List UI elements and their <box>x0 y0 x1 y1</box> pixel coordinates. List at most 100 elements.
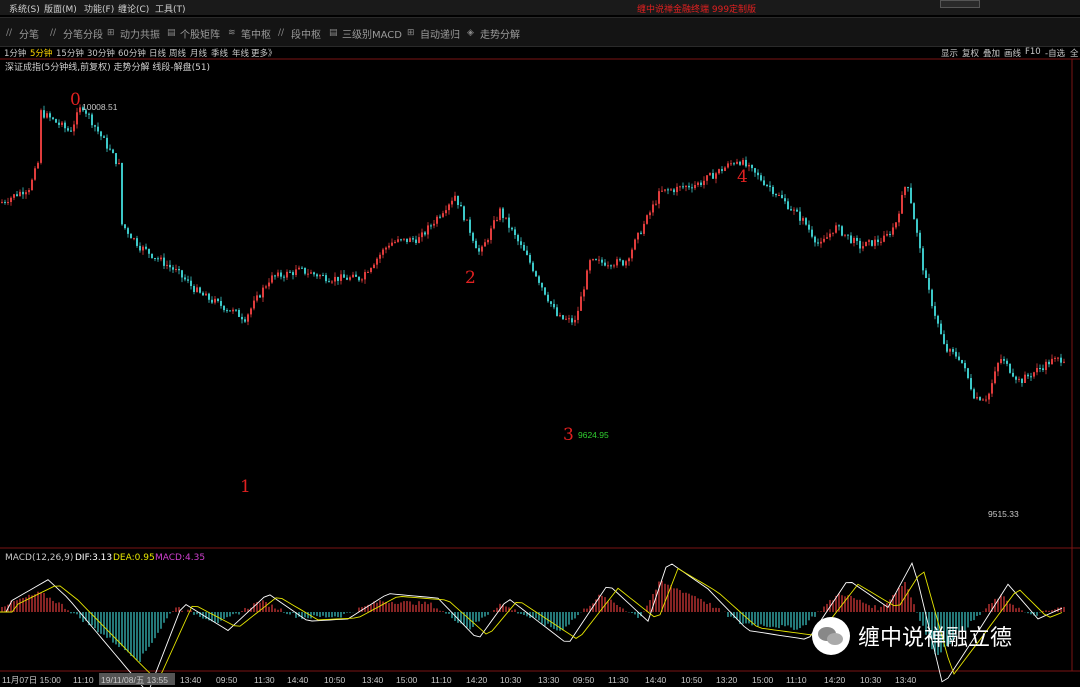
candle-body <box>67 128 69 131</box>
window-controls[interactable] <box>940 0 980 8</box>
candle-body <box>301 267 303 269</box>
tab-yearly[interactable]: 年线 <box>232 49 250 59</box>
candle-body <box>382 249 384 255</box>
candle-body <box>1000 359 1002 363</box>
candle-body <box>193 286 195 292</box>
btn-full[interactable]: 全 <box>1070 49 1079 59</box>
candle-body <box>187 279 189 281</box>
candle-body <box>865 241 867 247</box>
candle-body <box>415 239 417 243</box>
btn-f10[interactable]: F10 <box>1025 47 1041 57</box>
candle-body <box>424 232 426 235</box>
candle-body <box>472 232 474 241</box>
candle-body <box>646 215 648 224</box>
x-tick-label: 09:50 <box>216 675 238 685</box>
candle-body <box>340 274 342 281</box>
candle-body <box>460 205 462 207</box>
candle-body <box>640 232 642 234</box>
candle-body <box>274 275 276 277</box>
tab-1min[interactable]: 1分钟 <box>4 49 27 59</box>
candle-body <box>541 282 543 288</box>
candle-body <box>1054 357 1056 359</box>
wave-label-1: 1 <box>240 477 251 497</box>
candle-body <box>538 276 540 283</box>
btn-overlay[interactable]: 叠加 <box>983 49 1001 59</box>
toolbar-dongli-button[interactable]: ⊞ 动力共振 <box>107 26 160 42</box>
candle-body <box>808 224 810 230</box>
candle-body <box>583 289 585 297</box>
grid-icon: ⊞ <box>107 28 115 38</box>
menu-system[interactable]: 系统(S) <box>9 5 40 15</box>
tab-15min[interactable]: 15分钟 <box>56 49 84 59</box>
toolbar-matrix-button[interactable]: ▤ 个股矩阵 <box>167 26 220 42</box>
candle-body <box>931 289 933 307</box>
candle-body <box>226 310 228 312</box>
candle-body <box>571 318 573 323</box>
candle-body <box>877 239 879 243</box>
toolbar-recursion-button[interactable]: ⊞ 自动递归 <box>407 26 460 42</box>
toolbar-fenbi-fenduan-button[interactable]: ∕∕ 分笔分段 <box>50 26 103 42</box>
candle-body <box>910 187 912 204</box>
toolbar-duan-pivot-button[interactable]: ∕∕ 段中枢 <box>278 26 321 42</box>
candle-body <box>355 274 357 277</box>
matrix-icon: ▤ <box>167 28 176 38</box>
btn-watchlist[interactable]: -自选 <box>1045 49 1066 59</box>
toolbar-decompose-button[interactable]: ◈ 走势分解 <box>467 26 520 42</box>
candle-body <box>100 131 102 137</box>
candle-body <box>559 315 561 317</box>
candle-body <box>397 239 399 242</box>
toolbar-label: 走势分解 <box>480 30 520 41</box>
toolbar-label: 笔中枢 <box>241 30 271 41</box>
candle-body <box>895 222 897 228</box>
candle-body <box>88 113 90 115</box>
candle-body <box>217 298 219 302</box>
candle-body <box>601 259 603 263</box>
candle-body <box>868 240 870 242</box>
tab-weekly[interactable]: 周线 <box>169 49 187 59</box>
candle-body <box>313 272 315 275</box>
toolbar-fenbi-button[interactable]: ∕∕ 分笔 <box>6 26 39 42</box>
candle-body <box>58 122 60 125</box>
toolbar-macd3-button[interactable]: ▤ 三级别MACD <box>329 26 402 42</box>
x-tick-label: 11:10 <box>73 675 94 685</box>
toolbar-bi-pivot-button[interactable]: ≋ 笔中枢 <box>228 26 271 42</box>
menu-function[interactable]: 功能(F) <box>84 5 115 15</box>
candle-body <box>223 305 225 311</box>
btn-fuquan[interactable]: 复权 <box>962 49 980 59</box>
candle-body <box>847 234 849 236</box>
menu-chanlun[interactable]: 缠论(C) <box>118 5 150 15</box>
candle-body <box>676 186 678 193</box>
menu-tools[interactable]: 工具(T) <box>155 5 186 15</box>
candle-body <box>1036 367 1038 373</box>
candle-body <box>469 219 471 233</box>
tab-monthly[interactable]: 月线 <box>190 49 208 59</box>
btn-display[interactable]: 显示 <box>941 49 959 59</box>
period-tabs: 1分钟 5分钟 15分钟 30分钟 60分钟 日线 周线 月线 季线 年线 更多… <box>0 46 1080 59</box>
candle-body <box>946 343 948 352</box>
candle-body <box>373 264 375 269</box>
x-tick-label: 13:40 <box>362 675 384 685</box>
candle-body <box>394 241 396 243</box>
btn-draw[interactable]: 画线 <box>1004 49 1022 59</box>
candle-body <box>220 301 222 306</box>
tab-quarterly[interactable]: 季线 <box>211 49 229 59</box>
tab-daily[interactable]: 日线 <box>149 49 167 59</box>
chart-subtitle: 深证成指(5分钟线,前复权) 走势分解 线段-解盘(51) <box>5 63 211 73</box>
candle-body <box>514 229 516 236</box>
candle-body <box>154 258 156 260</box>
tab-more[interactable]: 更多》 <box>251 49 277 59</box>
candle-body <box>748 164 750 167</box>
toolbar-label: 自动递归 <box>420 30 460 41</box>
candle-body <box>502 208 504 218</box>
tab-30min[interactable]: 30分钟 <box>87 49 115 59</box>
menu-layout[interactable]: 版面(M) <box>44 5 77 15</box>
tab-5min[interactable]: 5分钟 <box>30 49 53 59</box>
candle-body <box>751 164 753 169</box>
wave-label-4: 4 <box>737 167 748 187</box>
candle-body <box>832 232 834 234</box>
candle-body <box>778 194 780 196</box>
tab-60min[interactable]: 60分钟 <box>118 49 146 59</box>
candle-body <box>466 219 468 221</box>
candle-body <box>13 194 15 198</box>
